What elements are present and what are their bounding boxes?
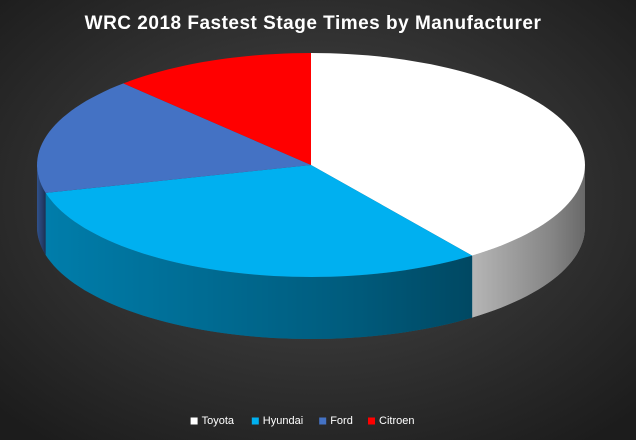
legend-label: Toyota — [202, 415, 235, 427]
slice — [311, 53, 585, 256]
slice-side-shade — [37, 165, 46, 255]
slice-side-shade — [472, 165, 585, 318]
slice-side-shade — [472, 165, 585, 318]
legend-swatch — [368, 417, 375, 425]
slice-side-shade — [37, 165, 46, 255]
legend-swatch — [319, 417, 327, 425]
slice — [45, 165, 473, 277]
legend-label: Ford — [330, 415, 353, 427]
slice-side-shade — [45, 192, 473, 339]
legend-label: Citroen — [379, 415, 414, 427]
chart-title: WRC 2018 Fastest Stage Times by Manufact… — [85, 13, 542, 34]
legend-swatch — [190, 417, 198, 425]
slice-side-shade — [45, 192, 473, 339]
legend: Toyota Hyundai Ford Citroen — [190, 415, 414, 427]
slice — [37, 83, 311, 193]
legend-label: Hyundai — [263, 415, 303, 427]
legend-swatch — [251, 417, 259, 425]
slice — [123, 53, 312, 165]
